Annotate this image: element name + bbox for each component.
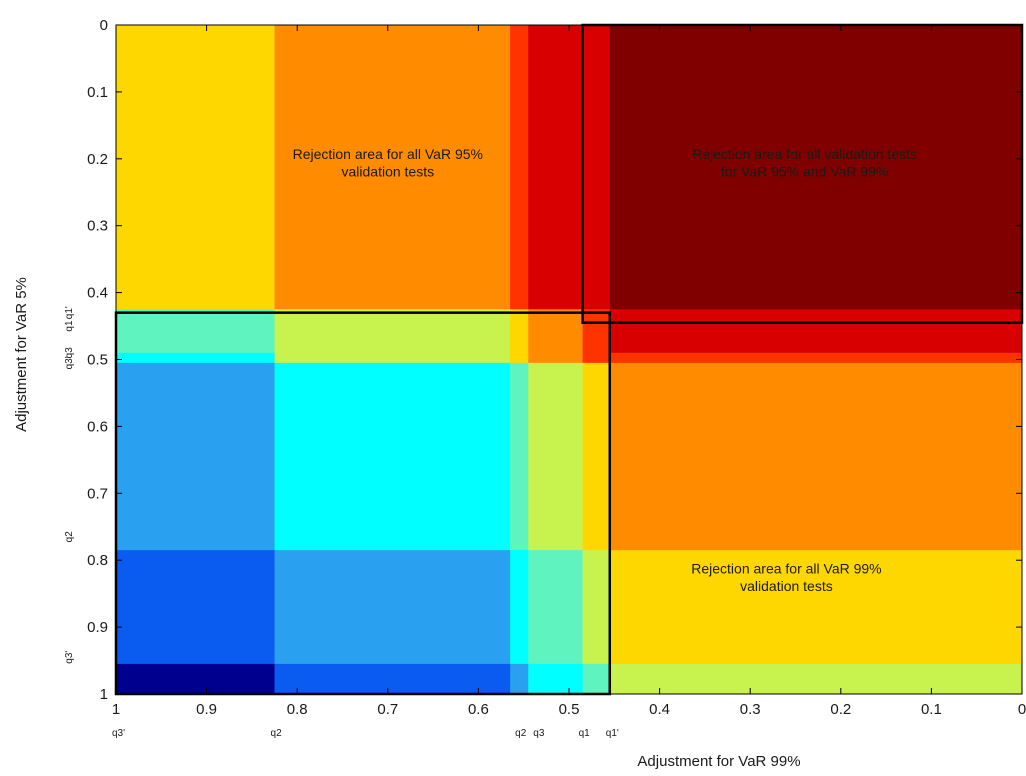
- heatmap-cell: [609, 25, 1023, 310]
- y-quantile-label: q1': [64, 306, 75, 319]
- y-tick-label: 0.2: [87, 151, 108, 168]
- y-tick-label: 1: [100, 686, 108, 703]
- x-axis-label: Adjustment for VaR 99%: [637, 753, 800, 770]
- heatmap-cell: [510, 309, 529, 324]
- heatmap-cell: [528, 322, 584, 354]
- x-quantile-label: q1': [606, 728, 619, 739]
- x-tick-label: 0.3: [740, 701, 761, 718]
- y-tick-label: 0.5: [87, 352, 108, 369]
- x-tick-label: 0.5: [559, 701, 580, 718]
- annotations: Rejection area for all VaR 95% validation…: [293, 146, 917, 594]
- heatmap-cell: [116, 663, 276, 695]
- y-tick-label: 0.1: [87, 84, 108, 101]
- heatmap-cell: [609, 352, 1023, 364]
- x-tick-label: 0: [1018, 701, 1026, 718]
- heatmap-cell: [582, 362, 611, 551]
- heatmap-cell: [274, 309, 511, 324]
- heatmap-cell: [116, 25, 276, 310]
- x-quantile-label: q3: [533, 728, 545, 739]
- x-tick-label: 0.2: [830, 701, 851, 718]
- y-axis-ticks: 0 0.1 0.2 0.3 0.4 0.5 0.6 0.7 0.8 0.9 1: [87, 17, 1022, 703]
- x-quantile-label: q3': [112, 728, 125, 739]
- heatmap-cell: [609, 309, 1023, 324]
- y-quantile-label: q3': [64, 356, 75, 369]
- heatmap-cell: [510, 663, 529, 695]
- heatmap-cell: [528, 362, 584, 551]
- heatmap-cell: [510, 352, 529, 364]
- x-quantile-label: q2: [271, 728, 283, 739]
- heatmap-cell: [528, 25, 584, 310]
- heatmap-cell: [609, 362, 1023, 551]
- heatmap-cell: [510, 322, 529, 354]
- heatmap-cell: [582, 25, 611, 310]
- heatmap-cell: [582, 309, 611, 324]
- heatmap-cell: [528, 663, 584, 695]
- heatmap-cell: [510, 25, 529, 310]
- x-quantile-markers: q3' q2 q2 q3 q1 q1': [112, 728, 619, 739]
- heatmap-cell: [116, 322, 276, 354]
- x-tick-label: 0.4: [649, 701, 670, 718]
- heatmap-cell: [582, 663, 611, 695]
- heatmap-cell: [609, 663, 1023, 695]
- heatmap-cell: [116, 550, 276, 665]
- annotation-text: Rejection area for all VaR 99% validation…: [691, 561, 881, 595]
- heatmap-cell: [274, 352, 511, 364]
- y-tick-label: 0.6: [87, 418, 108, 435]
- x-tick-label: 0.7: [377, 701, 398, 718]
- heatmap-cell: [116, 352, 276, 364]
- heatmap-cell: [274, 663, 511, 695]
- heatmap-cell: [582, 352, 611, 364]
- y-quantile-label: q2: [64, 531, 75, 543]
- heatmap-cells: [116, 25, 1023, 695]
- heatmap-cell: [582, 550, 611, 665]
- x-quantile-label: q1: [579, 728, 591, 739]
- heatmap-cell: [116, 309, 276, 324]
- y-tick-label: 0.3: [87, 218, 108, 235]
- y-tick-label: 0: [100, 17, 108, 34]
- y-tick-label: 0.9: [87, 619, 108, 636]
- heatmap-cell: [510, 550, 529, 665]
- heatmap-cell: [274, 550, 511, 665]
- x-quantile-label: q2: [515, 728, 527, 739]
- x-axis-ticks: 1 0.9 0.8 0.7 0.6 0.5 0.4 0.3 0.2 0.1 0: [112, 25, 1026, 718]
- heatmap-cell: [274, 362, 511, 551]
- annotation-text: Rejection area for all validation tests f…: [692, 146, 917, 180]
- annotation-text: Rejection area for all VaR 95% validation…: [293, 146, 483, 180]
- heatmap-cell: [274, 25, 511, 310]
- y-quantile-label: q1: [64, 320, 75, 332]
- x-tick-label: 1: [112, 701, 120, 718]
- x-tick-label: 0.1: [921, 701, 942, 718]
- heatmap-cell: [528, 550, 584, 665]
- x-tick-label: 0.9: [196, 701, 217, 718]
- heatmap-cell: [582, 322, 611, 354]
- heatmap-cell: [609, 550, 1023, 665]
- y-tick-label: 0.7: [87, 485, 108, 502]
- y-axis-label: Adjustment for VaR 5%: [13, 277, 30, 432]
- x-tick-label: 0.6: [468, 701, 489, 718]
- x-tick-label: 0.8: [287, 701, 308, 718]
- heatmap-cell: [274, 322, 511, 354]
- heatmap-cell: [528, 352, 584, 364]
- y-tick-label: 0.8: [87, 552, 108, 569]
- heatmap-cell: [510, 362, 529, 551]
- y-quantile-label: q3: [64, 347, 75, 359]
- heatmap-cell: [609, 322, 1023, 354]
- y-tick-label: 0.4: [87, 285, 108, 302]
- y-quantile-label: q3': [64, 651, 75, 664]
- heatmap-cell: [116, 362, 276, 551]
- heatmap-cell: [528, 309, 584, 324]
